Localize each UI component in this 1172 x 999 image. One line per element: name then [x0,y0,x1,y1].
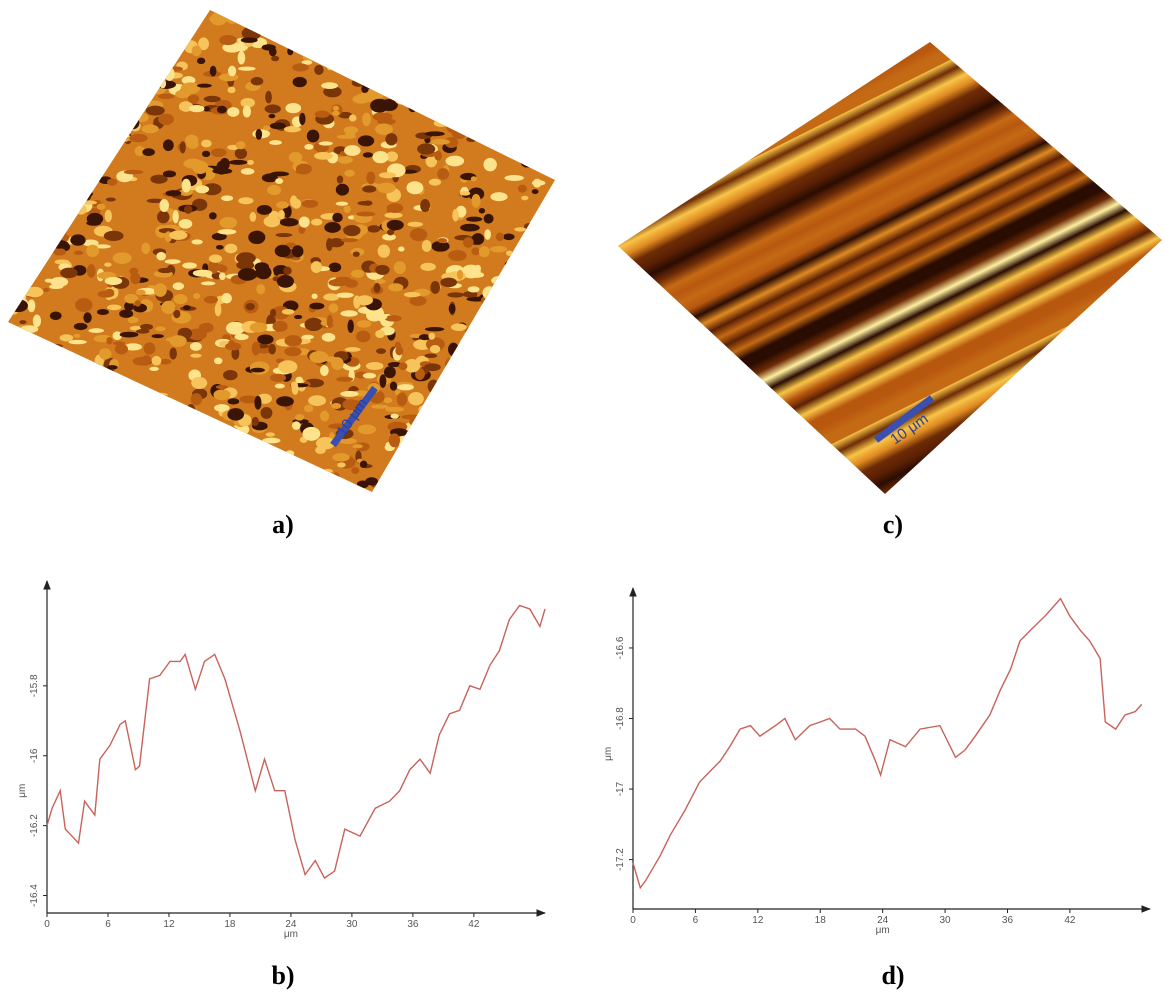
y-tick-label: -17.2 [615,848,626,871]
x-tick-label: 30 [346,919,358,930]
x-tick-label: 18 [224,919,236,930]
x-tick-label: 30 [940,915,952,926]
y-axis-label: μm [17,784,28,798]
x-tick-label: 36 [1002,915,1014,926]
y-tick-label: -16.6 [615,636,626,659]
figure: 10 μm 10 μm a) c) 06121824303642-16.4-16… [0,0,1172,999]
x-tick-label: 12 [752,915,764,926]
x-tick-label: 6 [105,919,111,930]
y-tick-label: -17 [615,781,626,796]
y-axis-label: μm [603,747,614,761]
y-tick-label: -15.8 [29,674,40,697]
x-tick-label: 6 [693,915,699,926]
x-tick-label: 0 [630,915,636,926]
x-axis-label: μm [284,929,298,940]
afm-image-a [0,0,569,501]
y-tick-label: -16 [29,748,40,763]
panel-label: b) [271,961,294,990]
profile-line [47,606,545,879]
y-tick-label: -16.2 [29,814,40,837]
profile-line [633,599,1142,888]
y-tick-label: -16.4 [29,884,40,907]
x-tick-label: 0 [44,919,50,930]
x-tick-label: 12 [163,919,175,930]
panel-label: d) [881,961,904,990]
x-axis-label: μm [876,925,890,936]
panel-label: a) [272,510,294,539]
panel-label: c) [883,510,903,539]
x-tick-label: 36 [407,919,419,930]
x-tick-label: 18 [815,915,827,926]
x-tick-label: 42 [1064,915,1076,926]
x-tick-label: 42 [468,919,480,930]
y-tick-label: -16.8 [615,707,626,730]
